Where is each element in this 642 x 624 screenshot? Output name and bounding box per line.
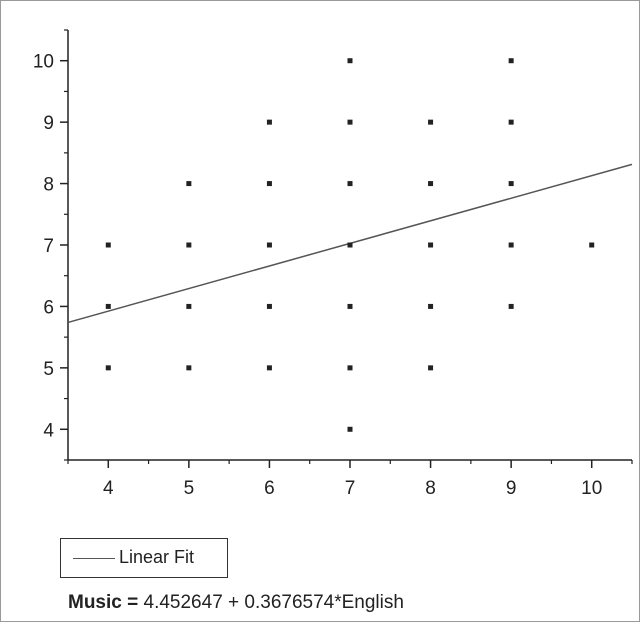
data-point bbox=[428, 181, 434, 187]
y-tick-label: 7 bbox=[43, 236, 54, 257]
data-point bbox=[266, 365, 272, 371]
data-point bbox=[186, 242, 192, 248]
data-point bbox=[589, 242, 595, 248]
y-tick-label: 4 bbox=[43, 420, 54, 441]
data-point bbox=[186, 181, 192, 187]
data-point bbox=[266, 181, 272, 187]
data-point bbox=[266, 119, 272, 125]
x-tick-label: 7 bbox=[345, 478, 356, 499]
data-point bbox=[508, 119, 514, 125]
y-tick-label: 9 bbox=[43, 113, 54, 134]
data-point bbox=[508, 58, 514, 64]
y-tick-label: 6 bbox=[43, 297, 54, 318]
data-point bbox=[266, 303, 272, 309]
data-point bbox=[186, 365, 192, 371]
data-point bbox=[347, 119, 353, 125]
data-point bbox=[347, 242, 353, 248]
data-point bbox=[508, 242, 514, 248]
x-tick-label: 5 bbox=[184, 478, 195, 499]
data-point bbox=[105, 303, 111, 309]
data-point bbox=[266, 242, 272, 248]
data-point bbox=[428, 119, 434, 125]
data-point bbox=[428, 242, 434, 248]
y-tick-label: 8 bbox=[43, 175, 54, 196]
x-tick-label: 10 bbox=[581, 478, 602, 499]
x-tick-label: 4 bbox=[103, 478, 114, 499]
equation-lhs: Music = bbox=[68, 592, 139, 613]
y-tick-label: 10 bbox=[33, 52, 54, 73]
data-point bbox=[347, 426, 353, 432]
data-point bbox=[428, 303, 434, 309]
data-point bbox=[347, 58, 353, 64]
data-point bbox=[508, 303, 514, 309]
equation-rhs: 4.452647 + 0.3676574*English bbox=[143, 592, 404, 613]
data-point bbox=[428, 365, 434, 371]
data-point bbox=[186, 303, 192, 309]
legend-label: Linear Fit bbox=[119, 547, 195, 567]
x-tick-label: 8 bbox=[425, 478, 436, 499]
data-point bbox=[347, 303, 353, 309]
legend-line-swatch bbox=[73, 558, 115, 559]
y-tick-label: 5 bbox=[43, 359, 54, 380]
x-tick-label: 9 bbox=[506, 478, 517, 499]
data-point bbox=[508, 181, 514, 187]
data-point bbox=[347, 365, 353, 371]
data-point bbox=[347, 181, 353, 187]
data-point bbox=[105, 242, 111, 248]
data-point bbox=[105, 365, 111, 371]
legend: Linear Fit bbox=[60, 538, 228, 578]
regression-equation: Music = 4.452647 + 0.3676574*English bbox=[68, 592, 404, 614]
x-tick-label: 6 bbox=[264, 478, 275, 499]
